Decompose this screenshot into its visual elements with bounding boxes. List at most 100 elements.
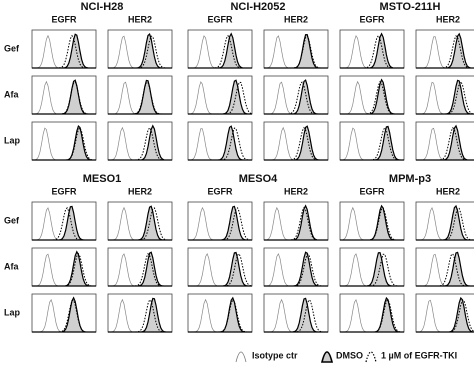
dmso-curve [264, 251, 328, 287]
histogram-panel [339, 293, 405, 333]
dmso-curve [32, 33, 96, 69]
panel-frame [339, 75, 405, 115]
marker-label: EGFR [207, 14, 233, 24]
tki-curve [108, 299, 172, 333]
tki-curve [108, 126, 172, 161]
legend-label: 1 µM of EGFR-TKI [381, 350, 457, 360]
panel-frame [107, 293, 173, 333]
panel-frame [187, 293, 253, 333]
histogram-panel [339, 29, 405, 69]
panel-frame [31, 29, 97, 69]
treatment-label: Lap [4, 135, 21, 145]
panel-frame [107, 121, 173, 161]
histogram-panel [415, 75, 474, 115]
marker-label: HER2 [128, 14, 152, 24]
tki-curve [340, 207, 404, 241]
histogram-panel [107, 293, 173, 333]
panel-frame [31, 201, 97, 241]
cell-line-title: MSTO-211H [380, 1, 441, 13]
marker-label: HER2 [284, 14, 308, 24]
histogram-panel [31, 29, 97, 69]
histogram-panel [187, 121, 253, 161]
histogram-panel [339, 201, 405, 241]
histogram-panel [31, 293, 97, 333]
histogram-panel [107, 29, 173, 69]
marker-label: HER2 [128, 186, 152, 196]
treatment-label: Gef [4, 43, 20, 53]
histogram-panel [187, 201, 253, 241]
dmso-curve [188, 79, 252, 115]
dmso-curve [188, 296, 252, 333]
tki-curve [416, 299, 474, 333]
histogram-panel [107, 201, 173, 241]
marker-label: EGFR [51, 186, 77, 196]
histogram-panel [415, 293, 474, 333]
panel-frame [415, 247, 474, 287]
legend: Isotype ctr DMSO 1 µM of EGFR-TKI [235, 350, 457, 363]
panel-frame [187, 29, 253, 69]
dmso-curve [340, 296, 404, 333]
histogram-panel [31, 247, 97, 287]
panel-frame [339, 247, 405, 287]
marker-label: EGFR [51, 14, 77, 24]
histogram-panel [415, 247, 474, 287]
dmso-curve [32, 250, 96, 287]
tki-curve [108, 81, 172, 115]
histogram-panel [339, 75, 405, 115]
cell-line-title: NCI-H28 [81, 1, 124, 13]
tki-curve [264, 253, 328, 287]
treatment-label: Afa [4, 89, 19, 99]
dmso-curve [108, 205, 172, 241]
tki-curve [416, 207, 474, 241]
tki-curve [32, 252, 96, 287]
tki-curve [108, 207, 172, 241]
cell-line-title: MESO1 [83, 173, 122, 185]
histogram-panel [263, 29, 329, 69]
tki-curve [416, 35, 474, 69]
tki-curve [340, 299, 404, 333]
panel-frame [263, 201, 329, 241]
dmso-curve [340, 125, 404, 161]
tki-curve [264, 126, 328, 161]
marker-label: EGFR [207, 186, 233, 196]
histogram-panel [415, 29, 474, 69]
cell-line-title: MPM-p3 [389, 173, 431, 185]
dmso-curve [416, 296, 474, 333]
panel-frame [107, 201, 173, 241]
panel-frame [31, 75, 97, 115]
marker-label: HER2 [436, 186, 460, 196]
dmso-curve [188, 32, 252, 69]
panel-frame [263, 121, 329, 161]
histogram-panel [263, 201, 329, 241]
panel-frame [339, 29, 405, 69]
tki-curve [340, 34, 404, 69]
dmso-curve [264, 297, 328, 333]
histogram-panel [263, 121, 329, 161]
tki-curve [108, 35, 172, 69]
dmso-curve [416, 204, 474, 241]
tki-curve [32, 34, 96, 69]
marker-label: HER2 [436, 14, 460, 24]
histogram-panel [187, 293, 253, 333]
dmso-curve [340, 78, 404, 115]
tki-curve [108, 252, 172, 287]
panel-frame [187, 121, 253, 161]
marker-label: EGFR [359, 14, 385, 24]
panel-frame [415, 201, 474, 241]
tki-curve [32, 299, 96, 333]
histogram-panel [187, 247, 253, 287]
legend-label: Isotype ctr [252, 350, 298, 360]
panel-frame [339, 293, 405, 333]
treatment-label: Afa [4, 261, 19, 271]
dmso-curve [416, 79, 474, 115]
histogram-panel [107, 75, 173, 115]
panel-frame [263, 293, 329, 333]
histogram-panel [187, 75, 253, 115]
histogram-panel [339, 121, 405, 161]
panel-frame [415, 121, 474, 161]
dmso-curve [108, 124, 172, 161]
legend-icon-tki [365, 351, 377, 363]
dmso-curve [416, 32, 474, 69]
tki-curve [188, 34, 252, 69]
panel-frame [107, 247, 173, 287]
